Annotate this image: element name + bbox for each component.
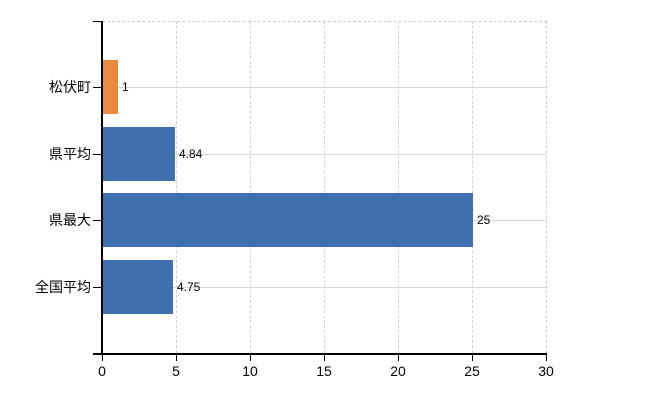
x-tick-label: 25 <box>464 363 480 379</box>
y-axis-line <box>101 21 103 355</box>
x-tick-label: 5 <box>172 363 180 379</box>
v-gridline <box>250 21 251 353</box>
x-tick-mark <box>176 353 177 361</box>
bar <box>103 60 118 114</box>
category-label: 全国平均 <box>35 279 91 295</box>
h-gridline <box>103 154 546 155</box>
v-gridline <box>398 21 399 353</box>
v-gridline <box>472 21 473 353</box>
bar-value-label: 4.84 <box>179 147 203 161</box>
bar-value-label: 4.75 <box>177 280 201 294</box>
x-tick-label: 30 <box>538 363 554 379</box>
x-tick-label: 15 <box>316 363 332 379</box>
bar <box>103 193 473 247</box>
bar-value-label: 1 <box>122 80 129 94</box>
category-label: 県平均 <box>49 146 91 162</box>
x-tick-mark <box>102 353 103 361</box>
y-tick-mark <box>93 87 102 88</box>
h-gridline <box>103 287 546 288</box>
bar <box>103 260 173 314</box>
v-gridline <box>176 21 177 353</box>
bar-value-label: 25 <box>477 213 491 227</box>
category-label: 松伏町 <box>49 79 91 95</box>
category-label: 県最大 <box>49 212 91 228</box>
x-tick-mark <box>250 353 251 361</box>
x-tick-mark <box>472 353 473 361</box>
x-tick-mark <box>324 353 325 361</box>
h-gridline <box>103 87 546 88</box>
x-tick-mark <box>546 353 547 361</box>
x-axis-line <box>93 353 547 355</box>
y-tick-mark <box>93 220 102 221</box>
y-tick-mark <box>93 21 102 22</box>
x-tick-label: 10 <box>242 363 258 379</box>
x-tick-mark <box>398 353 399 361</box>
v-gridline <box>324 21 325 353</box>
x-tick-label: 20 <box>390 363 406 379</box>
y-tick-mark <box>93 287 102 288</box>
y-tick-mark <box>93 154 102 155</box>
x-tick-label: 0 <box>98 363 106 379</box>
bar <box>103 127 175 181</box>
